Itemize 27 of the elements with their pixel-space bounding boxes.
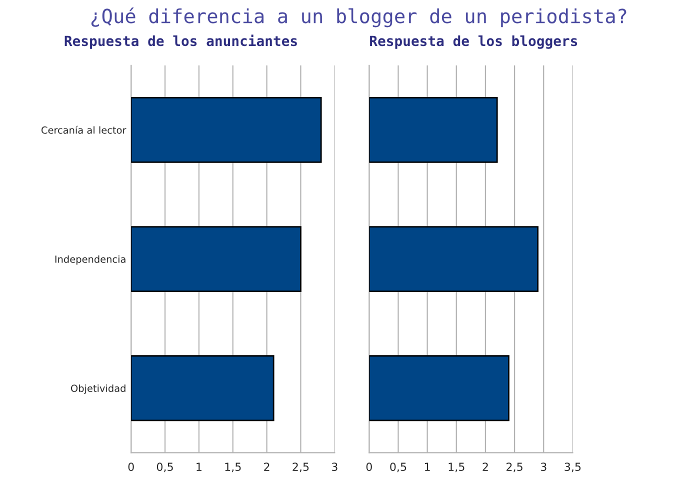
- x-tick-label: 0,5: [390, 462, 406, 472]
- bar: [369, 96, 498, 163]
- x-tick-label: 1: [196, 462, 202, 471]
- chart-title: ¿Qué diferencia a un blogger de un periodista?: [91, 8, 626, 28]
- bar: [369, 226, 538, 292]
- x-tick-label: 0: [128, 462, 134, 472]
- bar: [131, 355, 274, 422]
- x-tick-label: 1: [424, 462, 430, 471]
- x-tick-label: 3,5: [564, 462, 581, 472]
- chart-subtitle: Respuesta de los anunciantes: [64, 34, 297, 49]
- x-tick-label: 0,5: [156, 462, 173, 472]
- bar: [131, 96, 322, 163]
- x-tick-label: 2: [264, 462, 270, 471]
- y-tick-label: Objetividad: [71, 384, 126, 394]
- x-tick-label: 1,5: [225, 462, 241, 472]
- x-tick-label: 1,5: [448, 462, 464, 472]
- x-tick-label: 2,5: [292, 462, 309, 472]
- bar: [131, 226, 302, 292]
- y-tick-label: Independencia: [55, 255, 126, 265]
- x-tick-label: 2: [482, 462, 488, 471]
- x-tick-label: 0: [366, 462, 372, 472]
- x-tick-label: 3: [332, 462, 338, 472]
- x-tick-label: 3: [540, 462, 546, 472]
- x-tick-label: 2,5: [506, 462, 522, 472]
- chart-title: Respuesta de los bloggers: [370, 35, 578, 49]
- bar: [369, 355, 510, 422]
- y-tick-label: Cercanía al lector: [41, 126, 126, 134]
